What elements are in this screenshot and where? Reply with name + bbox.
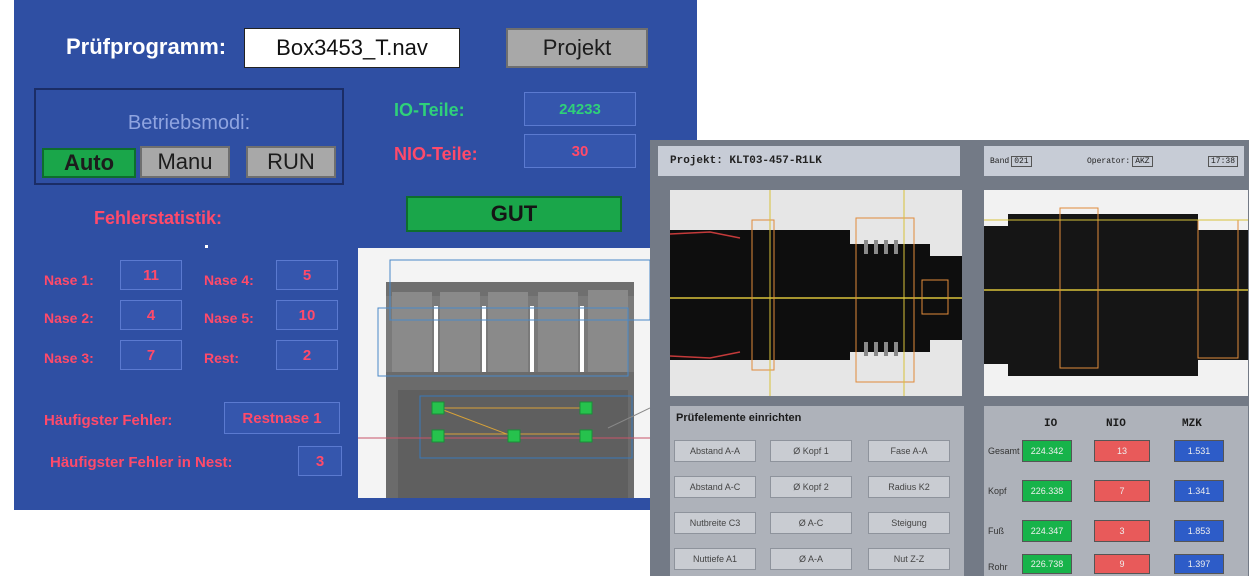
rest-value: 2 (276, 340, 338, 370)
rest-label: Rest: (204, 350, 240, 366)
modes-title: Betriebsmodi: (127, 112, 251, 134)
stats-cell-nio: 3 (1094, 520, 1150, 542)
status-indicator: GUT (406, 196, 622, 232)
setup-button-a-c[interactable]: Ø A-C (770, 512, 852, 534)
setup-button-abstand-a-a[interactable]: Abstand A-A (674, 440, 756, 462)
setup-button-radius-k2[interactable]: Radius K2 (868, 476, 950, 498)
setup-button-kopf-2[interactable]: Ø Kopf 2 (770, 476, 852, 498)
stats-cell-mzk: 1.397 (1174, 554, 1224, 574)
project-name: Projekt: KLT03-457-R1LK (670, 155, 822, 167)
thread-image (670, 190, 962, 396)
program-label: Prüfprogramm: (66, 34, 227, 59)
io-parts-value: 24233 (524, 92, 636, 126)
inspection-panel-right: Projekt: KLT03-457-R1LK Band 021 Operato… (650, 140, 1249, 576)
most-common-nest-label: Häufigster Fehler in Nest: (50, 454, 233, 471)
setup-button-abstand-a-c[interactable]: Abstand A-C (674, 476, 756, 498)
nest-3-value: 7 (120, 340, 182, 370)
operator-value[interactable]: AKZ (1132, 155, 1153, 167)
error-stats-title: Fehlerstatistik: (94, 208, 223, 228)
io-parts-label: IO-Teile: (394, 100, 465, 120)
nest-3-label: Nase 3: (44, 350, 94, 366)
operator-label: Operator: (1086, 156, 1131, 166)
nio-parts-label: NIO-Teile: (394, 144, 478, 164)
time-value: 17:38 (1207, 155, 1238, 167)
info-header: Band 021 Operator: AKZ 17:38 (984, 146, 1244, 176)
band-group: Band 021 (990, 155, 1032, 167)
stats-header-mzk: MZK (1182, 418, 1202, 430)
most-common-nest-value: 3 (298, 446, 342, 476)
setup-button-nut-z-z[interactable]: Nut Z-Z (868, 548, 950, 570)
stats-header-nio: NIO (1106, 418, 1126, 430)
dot-marker (205, 245, 208, 248)
stats-cell-mzk: 1.853 (1174, 520, 1224, 542)
most-common-error-label: Häufigster Fehler: (44, 412, 173, 429)
camera-view-left (358, 248, 650, 498)
operator-group: Operator: AKZ (1086, 155, 1153, 167)
tube-image (984, 190, 1248, 396)
run-button[interactable]: RUN (246, 146, 336, 178)
band-label: Band (990, 156, 1010, 166)
setup-button-steigung[interactable]: Steigung (868, 512, 950, 534)
setup-button-nutbreite-c3[interactable]: Nutbreite C3 (674, 512, 756, 534)
setup-button-a-a[interactable]: Ø A-A (770, 548, 852, 570)
nest-2-label: Nase 2: (44, 310, 94, 326)
setup-title: Prüfelemente einrichten (676, 412, 802, 424)
nest-5-label: Nase 5: (204, 310, 254, 326)
stats-cell-mzk: 1.341 (1174, 480, 1224, 502)
stats-cell-nio: 13 (1094, 440, 1150, 462)
setup-button-fase-a-a[interactable]: Fase A-A (868, 440, 950, 462)
stats-cell-io: 226.738 (1022, 554, 1072, 574)
operating-modes-box: Betriebsmodi: Auto Manu RUN (34, 88, 344, 185)
stats-row-label: Fuß (988, 526, 1005, 536)
camera-view-thread (670, 190, 962, 396)
stats-cell-nio: 9 (1094, 554, 1150, 574)
stats-cell-mzk: 1.531 (1174, 440, 1224, 462)
most-common-error-value: Restnase 1 (224, 402, 340, 434)
nest-1-label: Nase 1: (44, 272, 94, 288)
program-field[interactable]: Box3453_T.nav (244, 28, 460, 68)
stats-cell-io: 226.338 (1022, 480, 1072, 502)
setup-button-nuttiefe-a1[interactable]: Nuttiefe A1 (674, 548, 756, 570)
stats-row-label: Gesamt (988, 446, 1020, 456)
setup-button-kopf-1[interactable]: Ø Kopf 1 (770, 440, 852, 462)
project-header: Projekt: KLT03-457-R1LK (658, 146, 960, 176)
nio-parts-value: 30 (524, 134, 636, 168)
manu-mode-button[interactable]: Manu (140, 146, 230, 178)
nest-1-value: 11 (120, 260, 182, 290)
nest-4-value: 5 (276, 260, 338, 290)
stats-header-io: IO (1044, 418, 1058, 430)
project-button[interactable]: Projekt (506, 28, 648, 68)
auto-mode-button[interactable]: Auto (42, 148, 136, 178)
nest-2-value: 4 (120, 300, 182, 330)
stats-cell-nio: 7 (1094, 480, 1150, 502)
camera-view-tube (984, 190, 1248, 396)
part-image-left (358, 259, 650, 498)
stats-cell-io: 224.347 (1022, 520, 1072, 542)
stats-row-label: Kopf (988, 486, 1007, 496)
nest-5-value: 10 (276, 300, 338, 330)
nest-4-label: Nase 4: (204, 272, 254, 288)
band-value[interactable]: 021 (1011, 155, 1032, 167)
stats-row-label: Rohr (988, 562, 1008, 572)
stats-cell-io: 224.342 (1022, 440, 1072, 462)
inspection-panel-left: Prüfprogramm: Box3453_T.nav Projekt Betr… (14, 0, 697, 510)
